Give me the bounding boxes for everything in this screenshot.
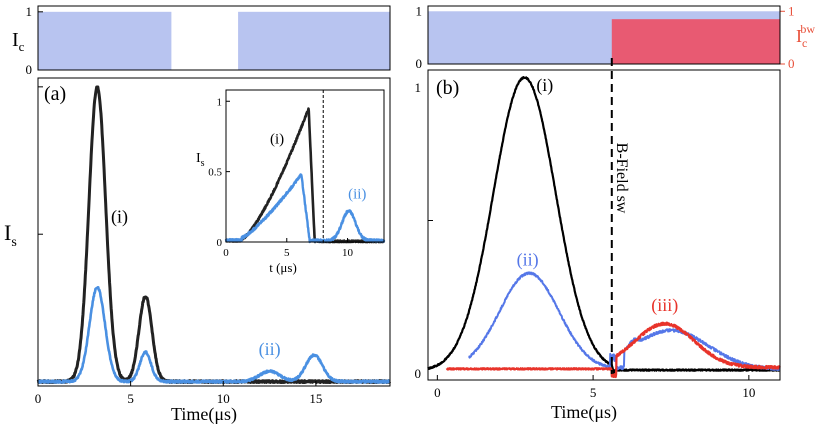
ytick-label: 1 xyxy=(217,96,223,108)
panel-b-main: B-Field sw 0 5 10 (b) Time(μs) (i) (ii) (iii) xyxy=(427,58,781,423)
annotation-label: (iii) xyxy=(651,295,678,316)
series-ii-line xyxy=(37,285,391,384)
ytick-label: 1 xyxy=(26,4,33,19)
panel-a-control-frame xyxy=(37,5,391,71)
xtick-label: 10 xyxy=(217,391,230,406)
xtick-label: 15 xyxy=(309,391,322,406)
annotation-label: (i) xyxy=(111,206,128,227)
right-y-axis-label-sup: bw xyxy=(800,22,815,36)
xtick-label: 5 xyxy=(127,391,134,406)
right-y-axis-label: Icbw xyxy=(796,22,815,50)
x-axis-label: Time(μs) xyxy=(551,402,617,423)
y-axis-label-sub: s xyxy=(11,235,16,250)
inset-x-axis-label: t (μs) xyxy=(269,260,297,275)
inset-background xyxy=(192,86,388,284)
annotation-label: (ii) xyxy=(517,250,539,271)
panel-b-left-axis: 01 xyxy=(415,80,422,381)
control-segment-1 xyxy=(238,11,390,70)
xtick-label: 5 xyxy=(590,385,597,400)
panel-a-main: 0 5 10 15(a)Time(μs)Is(i)(ii) xyxy=(4,83,392,425)
inset-annotation-label: (ii) xyxy=(348,186,366,202)
panel-label: (b) xyxy=(436,77,459,99)
xtick-label: 10 xyxy=(742,385,755,400)
annotation-label: (ii) xyxy=(259,339,281,360)
ytick-label: 0 xyxy=(415,366,422,381)
inset-annotation-label: (i) xyxy=(270,131,284,147)
right-ytick-label: 0 xyxy=(788,56,795,71)
y-axis-label: Ic xyxy=(12,29,25,54)
series-iii-line xyxy=(445,321,781,379)
ytick-label: 1 xyxy=(416,3,423,18)
y-axis-label: Is xyxy=(4,220,17,250)
ytick-label: 1 xyxy=(415,80,422,95)
ytick-label: 0 xyxy=(217,237,223,249)
annotation-label: (i) xyxy=(536,75,553,96)
xtick-label: 5 xyxy=(284,247,290,259)
panel-a-inset: 00.510 5 10t (μs)Is(i)(ii) xyxy=(192,86,388,284)
xtick-label: 10 xyxy=(342,247,354,259)
inset-series-ii-line xyxy=(224,173,386,244)
inset-frame xyxy=(225,89,385,243)
x-axis-label: Time(μs) xyxy=(171,404,237,425)
xtick-label: 0 xyxy=(223,247,229,259)
xtick-label: 0 xyxy=(434,385,441,400)
control-segment-0 xyxy=(38,11,172,70)
control-fill-right xyxy=(611,19,780,65)
b-field-switch-label: B-Field sw xyxy=(613,143,630,214)
right-y-axis-label-sub: c xyxy=(802,36,807,50)
right-ytick-label: 1 xyxy=(788,3,795,18)
y-axis-label-sub: c xyxy=(19,39,25,54)
inset-y-axis-label: Is xyxy=(196,151,205,169)
xtick-label: 0 xyxy=(35,391,42,406)
panel-a-frame xyxy=(37,77,391,387)
ytick-label: 0 xyxy=(26,62,33,77)
ytick-label: 0.5 xyxy=(208,167,222,179)
panel-b-control-frame xyxy=(427,5,781,65)
panel-b-frame xyxy=(427,69,781,381)
panel-label: (a) xyxy=(44,83,66,105)
inset-y-axis-label-sub: s xyxy=(201,158,205,169)
series-ii-line xyxy=(468,271,781,372)
series-i-line xyxy=(427,76,781,377)
panel-a-control-strip: 0 1Ic xyxy=(12,4,390,77)
ytick-label: 0 xyxy=(416,56,423,71)
